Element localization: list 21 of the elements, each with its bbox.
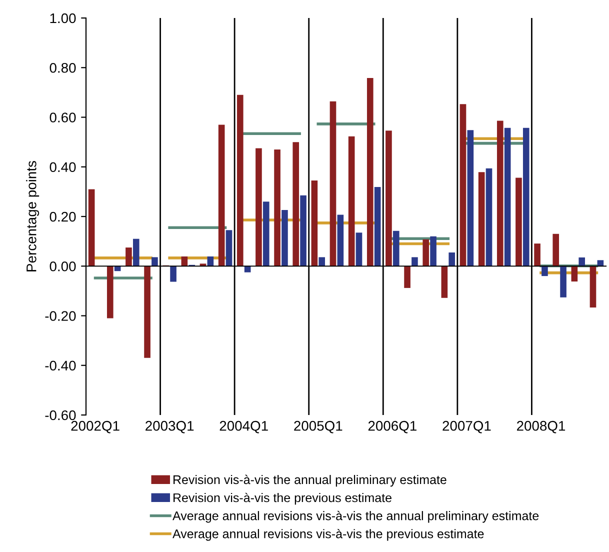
y-tick-label: -0.40 [45,360,76,371]
y-axis-title: Percentage points [26,161,40,272]
x-tick-label: 2004Q1 [220,420,268,434]
legend-label: Revision vis-à-vis the previous estimate [174,492,392,505]
x-tick-label: 2005Q1 [294,420,342,434]
x-tick-label: 2006Q1 [368,420,416,434]
y-tick-label: 0.60 [50,112,76,122]
y-tick-label: 0.80 [50,62,76,73]
legend-label: Average annual revisions vis-à-vis the annual preliminary estimate [172,510,539,523]
x-tick-label: 2008Q1 [516,420,566,434]
legend-label: Revision vis-à-vis the annual preliminary estimate [174,474,446,487]
legend-label: Average annual revisions vis-à-vis the previous estimate [172,528,484,541]
x-tick-label: 2007Q1 [442,420,491,434]
y-tick-label: -0.60 [45,410,76,420]
x-tick-label: 2002Q1 [71,420,120,434]
y-tick-label: 0.20 [50,212,76,222]
y-tick-label: 0.40 [50,162,76,172]
x-tick-label: 2003Q1 [146,420,194,434]
y-tick-label: -0.20 [45,311,76,321]
y-tick-label: 1.00 [50,13,76,24]
y-tick-label: 0.00 [50,261,76,272]
